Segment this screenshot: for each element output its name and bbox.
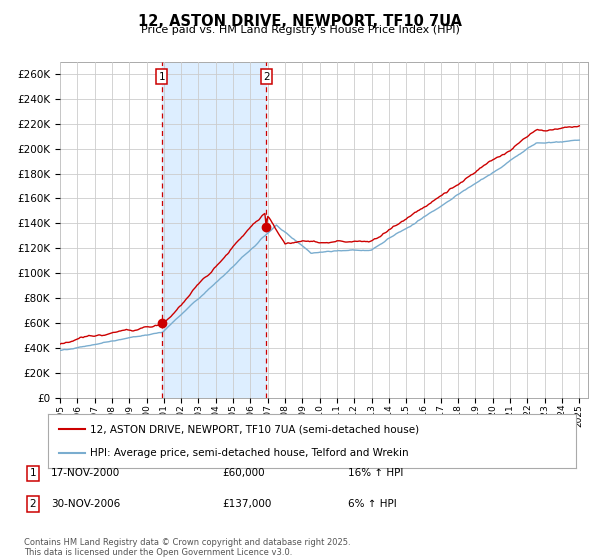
Text: 12, ASTON DRIVE, NEWPORT, TF10 7UA: 12, ASTON DRIVE, NEWPORT, TF10 7UA bbox=[138, 14, 462, 29]
Text: HPI: Average price, semi-detached house, Telford and Wrekin: HPI: Average price, semi-detached house,… bbox=[90, 447, 409, 458]
Text: Price paid vs. HM Land Registry's House Price Index (HPI): Price paid vs. HM Land Registry's House … bbox=[140, 25, 460, 35]
Text: 2: 2 bbox=[29, 499, 37, 509]
Bar bbox=[162, 62, 266, 398]
Text: Contains HM Land Registry data © Crown copyright and database right 2025.
This d: Contains HM Land Registry data © Crown c… bbox=[24, 538, 350, 557]
Text: £137,000: £137,000 bbox=[222, 499, 271, 509]
Text: 30-NOV-2006: 30-NOV-2006 bbox=[51, 499, 120, 509]
Text: 12, ASTON DRIVE, NEWPORT, TF10 7UA (semi-detached house): 12, ASTON DRIVE, NEWPORT, TF10 7UA (semi… bbox=[90, 424, 419, 435]
Text: 16% ↑ HPI: 16% ↑ HPI bbox=[348, 468, 403, 478]
Text: 17-NOV-2000: 17-NOV-2000 bbox=[51, 468, 120, 478]
Text: 6% ↑ HPI: 6% ↑ HPI bbox=[348, 499, 397, 509]
Text: 1: 1 bbox=[158, 72, 165, 82]
Text: 1: 1 bbox=[29, 468, 37, 478]
Text: £60,000: £60,000 bbox=[222, 468, 265, 478]
Text: 2: 2 bbox=[263, 72, 269, 82]
